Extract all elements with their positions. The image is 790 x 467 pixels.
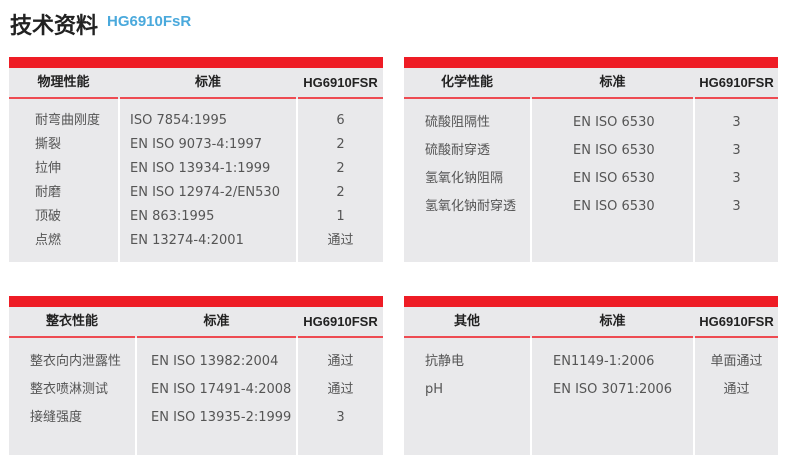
column-header: 标准 — [137, 307, 296, 338]
column-header: 标准 — [120, 68, 296, 99]
column-header: HG6910FSR — [695, 307, 778, 338]
property-cell: 撕裂 — [35, 137, 62, 152]
standard-cell: EN ISO 6530 — [573, 143, 655, 158]
column-header: HG6910FSR — [695, 68, 778, 99]
column-header: 整衣性能 — [9, 307, 135, 338]
property-cell: 点燃 — [35, 233, 62, 248]
accent-bar — [404, 57, 778, 68]
standard-cell: EN ISO 6530 — [573, 171, 655, 186]
standard-cell: EN ISO 6530 — [573, 115, 655, 130]
value-cell: 单面通过 — [710, 354, 763, 369]
value-cell: 6 — [336, 113, 345, 128]
column-header: 物理性能 — [9, 68, 118, 99]
property-cell: pH — [425, 382, 444, 397]
property-cell: 硫酸阻隔性 — [425, 115, 491, 130]
property-cell: 硫酸耐穿透 — [425, 143, 491, 158]
standard-cell: EN ISO 3071:2006 — [553, 382, 673, 397]
column-divider — [530, 338, 532, 455]
value-cell: 3 — [732, 171, 741, 186]
table-header: 整衣性能 标准 HG6910FSR — [9, 307, 383, 338]
table-header: 物理性能 标准 HG6910FSR — [9, 68, 383, 99]
table-header: 化学性能 标准 HG6910FSR — [404, 68, 778, 99]
chemical-properties-table: 化学性能 标准 HG6910FSR 硫酸阻隔性硫酸耐穿透氢氧化钠阻隔 氢氧化钠耐穿透 EN… — [404, 57, 778, 262]
physical-properties-table: 物理性能 标准 HG6910FSR 耐弯曲刚度撕裂拉伸耐磨顶破点燃 ISO 7854:1… — [9, 57, 383, 262]
column-divider — [693, 338, 695, 455]
column-divider — [296, 338, 298, 455]
value-cell: 2 — [336, 137, 345, 152]
standard-cell: EN ISO 9073-4:1997 — [130, 137, 263, 152]
property-cell: 接缝强度 — [30, 410, 83, 425]
column-header: HG6910FSR — [298, 307, 383, 338]
accent-bar — [404, 296, 778, 307]
value-cell: 1 — [336, 209, 345, 224]
property-cell: 整衣向内泄露性 — [30, 354, 122, 369]
standard-cell: EN ISO 13934-1:1999 — [130, 161, 271, 176]
column-header: 其他 — [404, 307, 530, 338]
value-cell: 通过 — [327, 382, 354, 397]
standard-cell: EN ISO 12974-2/EN530 — [130, 185, 280, 200]
value-cell: 通过 — [327, 233, 354, 248]
column-divider — [530, 99, 532, 262]
garment-properties-table: 整衣性能 标准 HG6910FSR 整衣向内泄露性 整衣喷淋测试 接缝强度 EN ISO 1… — [9, 296, 383, 455]
product-code: HG6910FsR — [107, 13, 192, 30]
table-header: 其他 标准 HG6910FSR — [404, 307, 778, 338]
column-divider — [118, 99, 120, 262]
page-title: 技术资料 — [10, 14, 99, 39]
standard-cell: EN 863:1995 — [130, 209, 215, 224]
value-cell: 3 — [336, 410, 345, 425]
standard-cell: EN ISO 17491-4:2008 — [151, 382, 292, 397]
accent-bar — [9, 57, 383, 68]
column-divider — [135, 338, 137, 455]
property-cell: 拉伸 — [35, 161, 62, 176]
column-header: 标准 — [532, 307, 693, 338]
property-cell: 顶破 — [35, 209, 62, 224]
other-properties-table: 其他 标准 HG6910FSR 抗静电 pH EN1149-1:2006 EN ISO 30… — [404, 296, 778, 455]
column-header: 标准 — [532, 68, 693, 99]
column-divider — [693, 99, 695, 262]
standard-cell: EN 13274-4:2001 — [130, 233, 244, 248]
property-cell: 抗静电 — [425, 354, 465, 369]
property-cell: 耐磨 — [35, 185, 62, 200]
property-cell: 氢氧化钠耐穿透 — [425, 199, 517, 214]
standard-cell: EN1149-1:2006 — [553, 354, 655, 369]
standard-cell: EN ISO 6530 — [573, 199, 655, 214]
standard-cell: ISO 7854:1995 — [130, 113, 227, 128]
standard-cell: EN ISO 13935-2:1999 — [151, 410, 292, 425]
property-cell: 氢氧化钠阻隔 — [425, 171, 504, 186]
property-cell: 整衣喷淋测试 — [30, 382, 109, 397]
property-cell: 耐弯曲刚度 — [35, 113, 101, 128]
value-cell: 3 — [732, 115, 741, 130]
value-cell: 2 — [336, 161, 345, 176]
standard-cell: EN ISO 13982:2004 — [151, 354, 279, 369]
value-cell: 3 — [732, 143, 741, 158]
value-cell: 2 — [336, 185, 345, 200]
value-cell: 通过 — [723, 382, 750, 397]
accent-bar — [9, 296, 383, 307]
column-header: HG6910FSR — [298, 68, 383, 99]
column-divider — [296, 99, 298, 262]
value-cell: 通过 — [327, 354, 354, 369]
column-header: 化学性能 — [404, 68, 530, 99]
value-cell: 3 — [732, 199, 741, 214]
